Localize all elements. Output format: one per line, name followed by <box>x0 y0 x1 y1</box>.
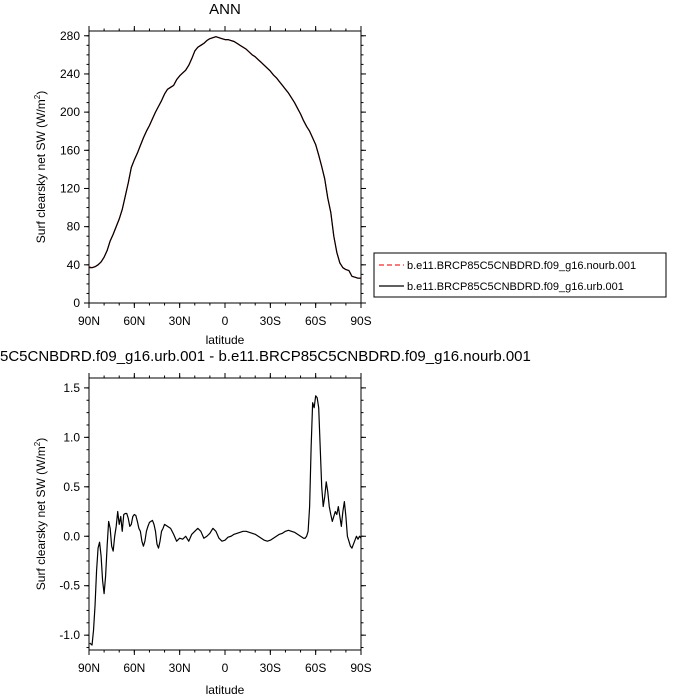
bottom-ytick-label: 1.5 <box>63 381 80 395</box>
top-xtick-label: 90S <box>350 314 371 328</box>
top-ytick-label: 0 <box>73 296 80 310</box>
top-yaxis-label: Surf clearsky net SW (W/m2) <box>33 91 48 243</box>
bottom-yaxis-label-close: ) <box>34 438 48 442</box>
legend: b.e11.BRCP85C5CNBDRD.f09_g16.nourb.001 b… <box>373 252 667 298</box>
top-xtick-label: 0 <box>222 314 229 328</box>
top-ytick-label: 80 <box>67 220 81 234</box>
bottom-xtick-label: 0 <box>222 661 229 675</box>
bottom-yaxis-label: Surf clearsky net SW (W/m2) <box>33 438 48 590</box>
legend-label-urb: b.e11.BRCP85C5CNBDRD.f09_g16.urb.001 <box>407 281 624 293</box>
bottom-xtick-label: 90S <box>350 661 371 675</box>
top-yaxis-label-main: Surf clearsky net SW (W/m <box>34 99 48 243</box>
top-xtick-label: 60S <box>305 314 326 328</box>
top-yaxis-label-sup: 2 <box>33 94 42 99</box>
bottom-ytick-label: 0.0 <box>63 529 80 543</box>
bottom-ytick-label: 0.5 <box>63 480 80 494</box>
bottom-xtick-label: 30S <box>260 661 281 675</box>
bottom-plot-ticks: 90N 60N 30N 0 30S 60S 90S -1.0 -0.5 0.0 0.5 1.0 1.5 <box>59 373 372 675</box>
bottom-xtick-label: 60S <box>305 661 326 675</box>
bottom-chart-title: 5C5CNBDRD.f09_g16.urb.001 - b.e11.BRCP85… <box>0 348 531 365</box>
top-xtick-label: 30N <box>169 314 191 328</box>
top-plot-ticks: 90N 60N 30N 0 30S 60S 90S 0 40 80 120 160 200 240 280 <box>60 26 372 328</box>
top-yaxis-label-close: ) <box>34 91 48 95</box>
top-series-lines <box>88 36 361 279</box>
top-ytick-label: 240 <box>60 67 80 81</box>
top-xaxis-label: latitude <box>206 333 245 347</box>
bottom-yaxis-label-sup: 2 <box>33 441 42 446</box>
bottom-series-lines <box>89 395 362 646</box>
top-ytick-label: 160 <box>60 143 80 157</box>
bottom-ytick-label: -1.0 <box>59 628 80 642</box>
bottom-xaxis-label: latitude <box>206 683 245 697</box>
top-series-line-1 <box>89 36 361 279</box>
bottom-ytick-label: 1.0 <box>63 430 80 444</box>
top-chart-title: ANN <box>209 1 241 18</box>
top-xtick-label: 30S <box>260 314 281 328</box>
top-plot-frame <box>88 30 362 304</box>
top-xtick-label: 90N <box>78 314 100 328</box>
top-line-chart: ANN 90N 60N 30N 0 30S 60S 90S 0 40 80 120 160 200 240… <box>33 1 372 347</box>
top-xtick-label: 60N <box>123 314 145 328</box>
bottom-xtick-label: 90N <box>78 661 100 675</box>
legend-label-nourb: b.e11.BRCP85C5CNBDRD.f09_g16.nourb.001 <box>407 260 636 272</box>
top-ytick-label: 280 <box>60 29 80 43</box>
top-series-line-0 <box>88 36 361 279</box>
bottom-yaxis-label-main: Surf clearsky net SW (W/m <box>34 446 48 590</box>
bottom-series-line-0 <box>89 395 362 646</box>
top-ytick-label: 40 <box>67 258 81 272</box>
legend-box <box>373 252 667 298</box>
top-ytick-label: 200 <box>60 105 80 119</box>
bottom-plot-frame <box>88 377 362 651</box>
top-ytick-label: 120 <box>60 181 80 195</box>
bottom-ytick-label: -0.5 <box>59 579 80 593</box>
bottom-xtick-label: 60N <box>123 661 145 675</box>
bottom-xtick-label: 30N <box>169 661 191 675</box>
bottom-line-chart: 5C5CNBDRD.f09_g16.urb.001 - b.e11.BRCP85… <box>0 348 531 697</box>
